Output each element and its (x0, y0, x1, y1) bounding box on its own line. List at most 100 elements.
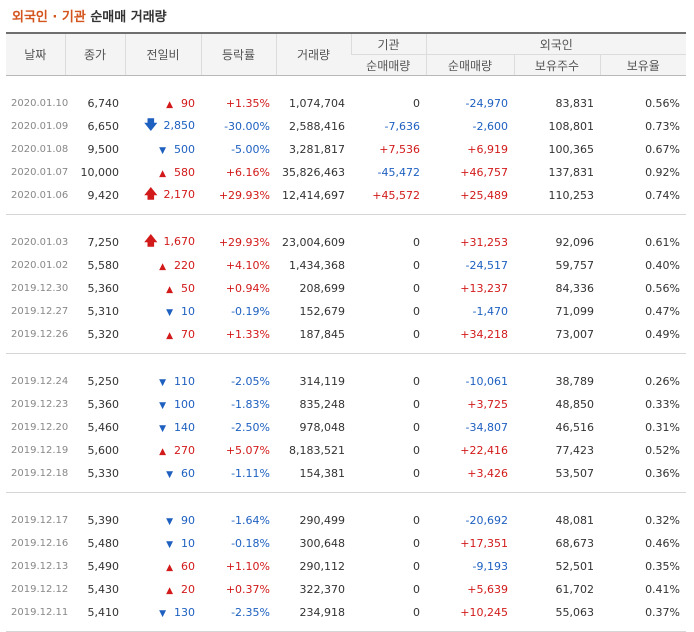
header-rate: 등락률 (200, 32, 276, 76)
change-value: 580 (174, 166, 195, 179)
date-cell: 2019.12.30 (11, 283, 69, 294)
change-value: 500 (174, 143, 195, 156)
rate-cell: +29.93% (218, 236, 270, 249)
group-divider (6, 346, 687, 354)
table-row: 2019.12.24 5,250 ▼ 110 -2.05% 314,119 0 -10,061… (6, 370, 686, 393)
ratio-cell: 0.61% (645, 236, 681, 249)
ratio-cell: 0.41% (645, 583, 681, 596)
date-cell: 2019.12.16 (11, 538, 69, 549)
institution-net-cell: 0 (413, 467, 420, 480)
date-cell: 2020.01.09 (11, 121, 69, 132)
holdings-cell: 55,063 (555, 606, 595, 619)
group-divider (6, 624, 687, 632)
close-price-cell: 5,410 (87, 606, 120, 619)
institution-net-cell: +7,536 (379, 143, 420, 156)
institution-net-cell: 0 (413, 375, 420, 388)
date-cell: 2019.12.27 (11, 306, 69, 317)
volume-cell: 23,004,609 (282, 236, 345, 249)
close-price-cell: 9,500 (87, 143, 120, 156)
table-row: 2019.12.30 5,360 ▲ 50 +0.94% 208,699 0 +13,237 8… (6, 277, 686, 300)
holdings-cell: 73,007 (555, 328, 595, 341)
rate-cell: -1.64% (231, 514, 270, 527)
volume-cell: 300,648 (299, 537, 346, 550)
foreign-net-cell: -34,807 (465, 421, 508, 434)
change-cell: ▼ 60 (125, 462, 201, 485)
ratio-cell: 0.74% (645, 189, 681, 202)
table-row: 2019.12.23 5,360 ▼ 100 -1.83% 835,248 0 +3,725 4… (6, 393, 686, 416)
holdings-cell: 59,757 (555, 259, 595, 272)
holdings-cell: 38,789 (555, 375, 595, 388)
holdings-cell: 46,516 (555, 421, 595, 434)
up-arrow-icon: ▲ (166, 331, 173, 341)
holdings-cell: 48,850 (555, 398, 595, 411)
ratio-cell: 0.56% (645, 282, 681, 295)
table-row: 2020.01.06 9,420 🡅 2,170 +29.93% 12,414,697 +4… (6, 184, 686, 207)
volume-cell: 1,434,368 (289, 259, 345, 272)
group-divider (6, 207, 687, 215)
down-arrow-icon: ▼ (166, 308, 173, 318)
volume-cell: 152,679 (299, 305, 346, 318)
change-cell: ▼ 10 (125, 300, 201, 323)
institution-net-cell: 0 (413, 421, 420, 434)
rate-cell: +5.07% (225, 444, 270, 457)
down-arrow-icon: 🡇 (144, 117, 158, 133)
holdings-cell: 68,673 (555, 537, 595, 550)
volume-cell: 8,183,521 (289, 444, 345, 457)
holdings-cell: 84,336 (555, 282, 595, 295)
header-close: 종가 (64, 32, 125, 76)
change-cell: ▼ 90 (125, 509, 201, 532)
rate-cell: +1.10% (225, 560, 270, 573)
date-cell: 2020.01.06 (11, 190, 69, 201)
rate-cell: -5.00% (231, 143, 270, 156)
volume-cell: 208,699 (299, 282, 346, 295)
change-cell: 🡅 2,170 (125, 184, 201, 207)
institution-net-cell: +45,572 (372, 189, 420, 202)
date-cell: 2019.12.11 (11, 607, 69, 618)
rate-cell: -0.19% (231, 305, 270, 318)
ratio-cell: 0.52% (645, 444, 681, 457)
holdings-cell: 92,096 (555, 236, 595, 249)
date-cell: 2020.01.08 (11, 144, 69, 155)
close-price-cell: 5,310 (87, 305, 120, 318)
ratio-cell: 0.92% (645, 166, 681, 179)
down-arrow-icon: ▼ (159, 146, 166, 156)
foreign-net-cell: +17,351 (460, 537, 508, 550)
institution-net-cell: 0 (413, 537, 420, 550)
rate-cell: +1.33% (225, 328, 270, 341)
change-cell: ▲ 270 (125, 439, 201, 462)
close-price-cell: 5,460 (87, 421, 120, 434)
down-arrow-icon: ▼ (159, 401, 166, 411)
ratio-cell: 0.49% (645, 328, 681, 341)
rate-cell: -2.35% (231, 606, 270, 619)
change-value: 220 (174, 259, 195, 272)
date-cell: 2019.12.24 (11, 376, 69, 387)
date-cell: 2019.12.18 (11, 468, 69, 479)
date-cell: 2020.01.03 (11, 237, 69, 248)
foreign-net-cell: -20,692 (465, 514, 508, 527)
rate-cell: +29.93% (218, 189, 270, 202)
foreign-net-cell: +3,426 (467, 467, 508, 480)
date-cell: 2019.12.12 (11, 584, 69, 595)
header-volume: 거래량 (275, 32, 351, 76)
close-price-cell: 5,320 (87, 328, 120, 341)
close-price-cell: 6,740 (87, 97, 120, 110)
rate-cell: +0.37% (225, 583, 270, 596)
foreign-net-cell: +25,489 (460, 189, 508, 202)
header-inst-net: 순매매량 (351, 54, 426, 76)
ratio-cell: 0.46% (645, 537, 681, 550)
table-row: 2020.01.08 9,500 ▼ 500 -5.00% 3,281,817 +7,536… (6, 138, 686, 161)
change-value: 100 (174, 398, 195, 411)
up-arrow-icon: ▲ (166, 563, 173, 573)
volume-cell: 234,918 (299, 606, 346, 619)
ratio-cell: 0.26% (645, 375, 681, 388)
change-cell: ▲ 220 (125, 254, 201, 277)
volume-cell: 322,370 (299, 583, 346, 596)
holdings-cell: 108,801 (548, 120, 595, 133)
table-row: 2019.12.16 5,480 ▼ 10 -0.18% 300,648 0 +17,351 6… (6, 532, 686, 555)
ratio-cell: 0.32% (645, 514, 681, 527)
institution-net-cell: 0 (413, 444, 420, 457)
date-cell: 2020.01.10 (11, 98, 69, 109)
change-cell: ▼ 140 (125, 416, 201, 439)
rate-cell: -2.05% (231, 375, 270, 388)
close-price-cell: 6,650 (87, 120, 120, 133)
